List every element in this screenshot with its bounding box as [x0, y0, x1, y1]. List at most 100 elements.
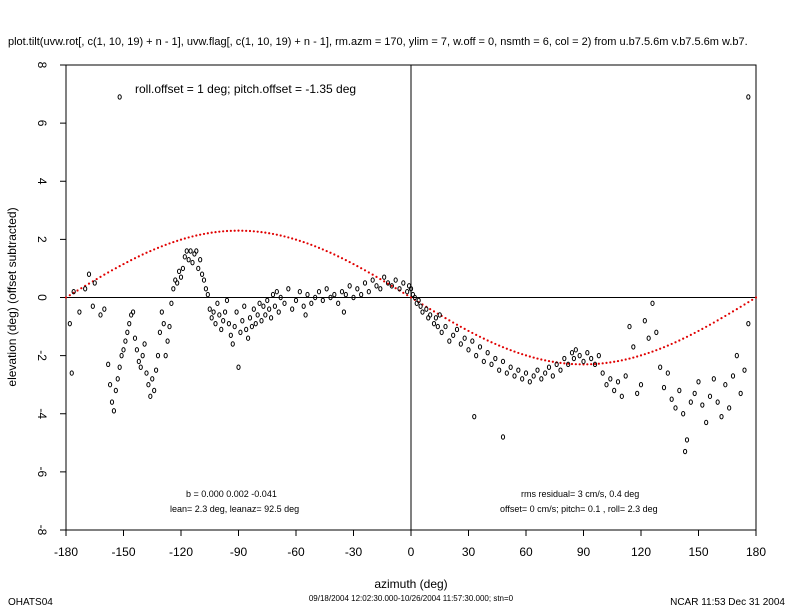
x-tick-label: -120 [169, 545, 193, 559]
fit-curve-point [567, 362, 570, 365]
data-point [719, 413, 724, 420]
fit-curve-point [494, 342, 497, 346]
data-point [303, 312, 308, 318]
data-point [746, 94, 751, 100]
data-point [77, 309, 82, 315]
fit-curve-point [498, 344, 501, 347]
offset-annotation: roll.offset = 1 deg; pitch.offset = -1.3… [135, 82, 356, 96]
fit-curve-point [670, 342, 673, 346]
fit-curve-point [613, 360, 616, 363]
fit-curve-point [532, 356, 535, 359]
y-tick-label: 2 [35, 236, 49, 243]
data-point [86, 271, 92, 277]
fit-curve-point [689, 333, 692, 336]
fit-curve-point [593, 362, 597, 366]
fit-curve-point [279, 234, 282, 237]
fit-curve-point [490, 341, 493, 344]
fit-curve-point [444, 317, 447, 320]
data-point [424, 306, 429, 312]
fit-offset-annotation: offset= 0 cm/s; pitch= 0.1 , roll= 2.3 d… [500, 504, 658, 514]
data-point [420, 309, 425, 315]
fit-curve-point [310, 243, 313, 246]
data-point [477, 344, 483, 350]
data-point [684, 437, 690, 443]
data-point [215, 300, 220, 307]
fit-curve-point [463, 327, 466, 330]
fit-curve-point [659, 347, 662, 350]
fit-curve-point [241, 229, 244, 232]
fit-curve-point [294, 238, 298, 241]
data-point [117, 94, 122, 100]
data-point [742, 367, 747, 373]
data-point [366, 288, 371, 295]
data-point [267, 306, 272, 312]
fit-curve-point [199, 233, 202, 236]
fit-curve-point [624, 358, 627, 361]
data-point [435, 323, 440, 330]
data-point [132, 335, 138, 341]
data-point [150, 376, 155, 382]
data-point [374, 283, 379, 289]
fit-curve-point [551, 360, 554, 363]
data-point [451, 332, 456, 338]
fit-curve-point [233, 229, 236, 232]
data-point [136, 358, 141, 365]
fit-curve-point [524, 354, 528, 357]
data-point [247, 315, 253, 321]
data-point [305, 291, 310, 298]
fit-curve-point [724, 314, 727, 318]
fit-curve-point [114, 267, 117, 270]
data-point [263, 312, 268, 318]
data-point [261, 303, 266, 309]
fit-curve-point [609, 361, 612, 364]
data-point [700, 402, 705, 408]
data-point [681, 411, 686, 417]
data-point [347, 283, 352, 289]
data-point [109, 399, 115, 405]
fit-curve-point [705, 325, 708, 328]
y-axis-label: elevation (deg) (offset subtracted) [5, 207, 19, 386]
fit-curve-point [245, 229, 248, 232]
data-point [152, 387, 157, 394]
fit-curve-point [570, 362, 574, 366]
y-tick-label: -2 [35, 350, 49, 361]
data-point [265, 297, 270, 304]
data-point [207, 306, 212, 312]
fit-curve-point [540, 358, 543, 361]
fit-curve-point [164, 243, 167, 246]
data-point [654, 329, 659, 336]
data-point [412, 294, 417, 301]
fit-curve-point [218, 230, 221, 233]
footer-left: OHATS04 [8, 597, 53, 608]
data-point [730, 373, 736, 379]
data-point [405, 288, 410, 295]
fit-curve-point [363, 269, 367, 272]
fit-curve-point [137, 255, 140, 258]
data-point [638, 381, 644, 388]
data-point [242, 303, 247, 309]
data-point [226, 320, 232, 327]
fit-curve-point [651, 350, 654, 353]
data-point [203, 286, 209, 292]
fit-curve-point [390, 284, 393, 287]
x-tick-label: -30 [345, 545, 363, 559]
fit-curve-point [662, 346, 666, 349]
fit-curve-point [325, 249, 328, 253]
data-point [727, 405, 732, 411]
x-tick-label: 0 [408, 545, 415, 559]
fit-curve-point [153, 248, 156, 251]
data-point [255, 312, 260, 318]
data-point [169, 300, 174, 307]
fit-curve-point [754, 296, 758, 299]
data-point [382, 274, 387, 280]
data-point [146, 381, 151, 388]
data-point [351, 294, 356, 301]
data-point [167, 323, 172, 330]
fit-curve-point [206, 232, 209, 235]
y-tick-label: 8 [35, 62, 49, 69]
x-tick-label: 30 [462, 545, 476, 559]
fit-curve-point [202, 232, 206, 236]
footer-center: 09/18/2004 12:02:30.000-10/26/2004 11:57… [309, 594, 514, 603]
data-point [523, 370, 529, 376]
data-point [431, 320, 437, 327]
